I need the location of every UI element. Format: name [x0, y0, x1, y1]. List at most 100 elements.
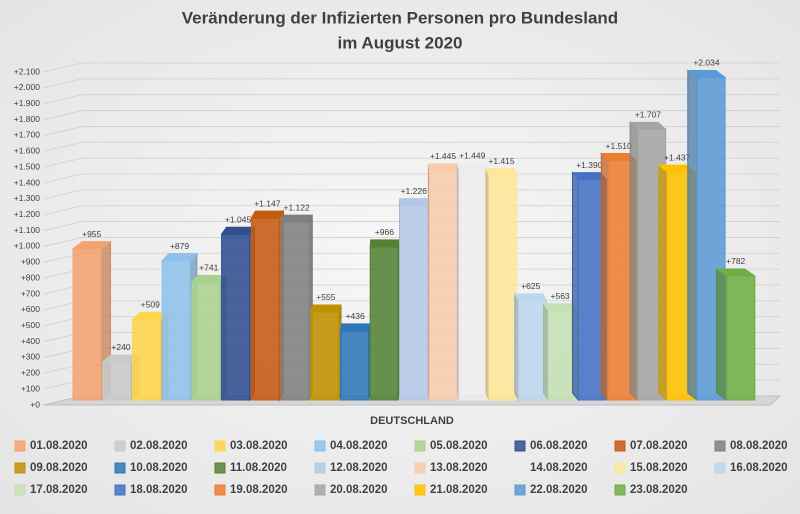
value-label: +1.122 [283, 202, 310, 212]
grid-line [43, 110, 780, 120]
bar [102, 361, 132, 401]
grid-line [43, 62, 780, 73]
value-label: +240 [111, 342, 130, 352]
legend-label: 16.08.2020 [730, 462, 788, 474]
bar [191, 281, 221, 401]
bar [339, 330, 369, 401]
value-label: +1.449 [459, 150, 486, 160]
legend-swatch [614, 440, 626, 452]
legend-label: 14.08.2020 [530, 462, 588, 474]
bar-top [600, 153, 638, 162]
y-tick-label: +200 [21, 368, 40, 378]
y-tick-label: +700 [21, 288, 40, 298]
grid-line [43, 189, 780, 200]
value-label: +1.147 [254, 198, 281, 208]
bar-top [71, 241, 112, 250]
y-tick-label: +1.900 [14, 98, 41, 108]
bar-top [369, 239, 400, 248]
legend-label: 07.08.2020 [630, 440, 688, 452]
y-tick-label: +400 [21, 336, 40, 346]
legend-swatch [414, 484, 426, 496]
value-label: +1.390 [576, 160, 603, 170]
grid-line [43, 141, 780, 152]
legend-swatch [614, 484, 626, 496]
legend-swatch [14, 462, 26, 474]
chart-title: im August 2020 [337, 33, 462, 52]
legend-swatch [14, 484, 26, 496]
bar-top [686, 69, 727, 78]
x-axis-category: DEUTSCHLAND [370, 415, 454, 427]
value-label: +1.437 [664, 152, 691, 162]
bar-top [485, 168, 518, 177]
legend-swatch [514, 440, 526, 452]
value-label: +1.045 [225, 215, 252, 225]
value-label: +741 [199, 263, 218, 273]
legend-swatch [14, 440, 26, 452]
legend-swatch [714, 440, 726, 452]
bar-top [398, 198, 429, 207]
bar [429, 170, 459, 401]
bar-top [714, 268, 757, 277]
bar-top [339, 323, 371, 332]
bar-top [160, 253, 199, 262]
value-label: +563 [551, 291, 570, 301]
legend-swatch [714, 462, 726, 474]
y-tick-label: +1.500 [14, 161, 41, 171]
chart-title: Veränderung der Infizierten Personen pro… [182, 8, 618, 27]
bar-top [220, 226, 256, 235]
value-label: +1.510 [606, 141, 633, 151]
value-label: +879 [170, 241, 189, 251]
legend-swatch [314, 440, 326, 452]
legend-swatch [114, 440, 126, 452]
legend-label: 23.08.2020 [630, 484, 688, 496]
value-label: +1.707 [635, 110, 662, 120]
legend-swatch [314, 462, 326, 474]
grid-line [43, 94, 780, 105]
legend-swatch [214, 440, 226, 452]
legend-label: 10.08.2020 [130, 462, 188, 474]
bar [458, 169, 488, 401]
bar-side [629, 121, 639, 402]
value-label: +1.415 [488, 156, 515, 166]
legend-swatch [114, 484, 126, 496]
legend-label: 15.08.2020 [630, 462, 688, 474]
bar [72, 248, 102, 401]
legend-label: 08.08.2020 [730, 440, 788, 452]
legend-swatch [114, 462, 126, 474]
legend-label: 20.08.2020 [330, 484, 388, 496]
value-label: +1.445 [430, 151, 457, 161]
legend-label: 13.08.2020 [430, 462, 488, 474]
bar [726, 275, 756, 401]
y-tick-label: +800 [21, 272, 40, 282]
bar-side [687, 69, 698, 401]
bar-top [657, 164, 697, 173]
bar-top [280, 214, 313, 223]
legend-label: 04.08.2020 [330, 440, 388, 452]
legend-label: 21.08.2020 [430, 484, 488, 496]
value-label: +625 [521, 281, 540, 291]
legend-label: 19.08.2020 [230, 484, 288, 496]
legend-swatch [614, 462, 626, 474]
bar [280, 221, 310, 401]
value-label: +1.226 [401, 186, 428, 196]
bar-side [571, 171, 579, 402]
bar-side [658, 164, 668, 402]
bar [131, 318, 161, 401]
y-tick-label: +300 [21, 352, 40, 362]
legend-swatch [414, 462, 426, 474]
bar-top [310, 304, 342, 313]
grid-line [43, 78, 780, 89]
grid-line [43, 126, 780, 136]
legend-label: 17.08.2020 [30, 484, 88, 496]
legend-swatch [414, 440, 426, 452]
bar [250, 217, 280, 401]
value-label: +2.034 [693, 58, 720, 68]
grid-line [43, 205, 780, 216]
y-tick-label: +600 [21, 304, 40, 314]
bar-side [543, 302, 550, 402]
y-tick-label: +1.700 [14, 130, 41, 140]
y-tick-label: +1.300 [14, 193, 41, 203]
y-tick-label: +1.400 [14, 177, 41, 187]
bar-side [716, 268, 728, 401]
